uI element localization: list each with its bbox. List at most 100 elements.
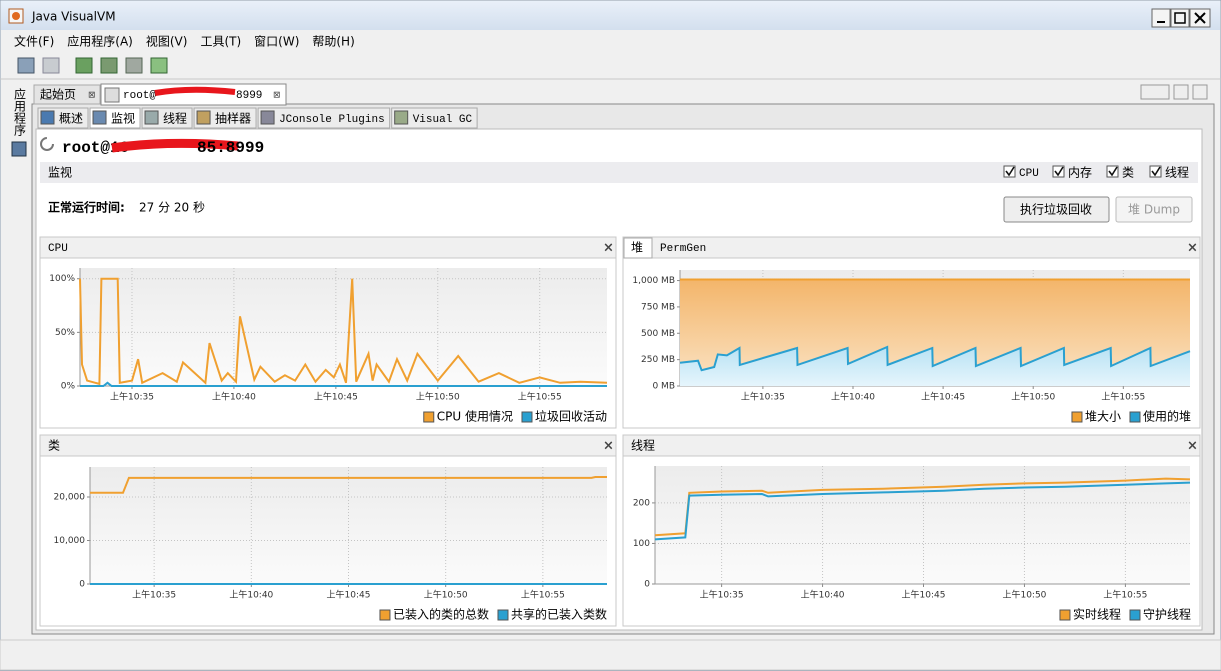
gc-button-label[interactable]: 执行垃圾回收 <box>1020 202 1092 217</box>
subtab-label[interactable]: 监视 <box>111 111 135 126</box>
toolbar-button[interactable] <box>17 57 35 74</box>
heap-dump-button[interactable] <box>1115 196 1193 223</box>
menu-item[interactable]: 帮助(H) <box>312 35 354 49</box>
gc-button[interactable] <box>1003 196 1110 223</box>
panel-close[interactable]: × <box>1187 439 1198 454</box>
legend-label: 堆大小 <box>1085 410 1121 424</box>
checkbox[interactable] <box>1106 165 1119 178</box>
subtab-label[interactable]: 线程 <box>163 111 187 126</box>
tab-label[interactable]: 起始页 <box>40 88 76 102</box>
x-tick-label: 上午10:35 <box>741 391 785 403</box>
subtab-icon <box>144 110 159 125</box>
tab-label[interactable]: 8999 <box>236 90 262 102</box>
x-tick-label: 上午10:40 <box>831 391 875 403</box>
panel-title: 类 <box>48 439 60 453</box>
toolbar-button[interactable] <box>75 57 93 74</box>
series-line <box>654 477 1191 537</box>
tab-restore[interactable] <box>1192 84 1208 100</box>
subtab[interactable]: Visual GC <box>391 107 478 129</box>
checkbox[interactable] <box>1052 165 1065 178</box>
chart-panel: CPU × 上午10:35 上午10:40 上午10:45 上午10:50 上午10:55 0… <box>39 236 617 429</box>
checkbox[interactable] <box>1149 165 1162 178</box>
x-tick-label: 上午10:45 <box>314 391 358 403</box>
legend-swatch <box>1071 411 1083 423</box>
checkbox[interactable] <box>1003 165 1016 178</box>
tab-active[interactable] <box>100 83 287 106</box>
chart-panel: 类 × 上午10:35 上午10:40 上午10:45 上午10:50 上午10:55 0 10… <box>39 434 617 627</box>
menu-item[interactable]: 视图(V) <box>146 34 188 49</box>
toolbar-button[interactable] <box>42 57 60 74</box>
subtab[interactable]: JConsole Plugins <box>257 107 391 129</box>
sidebar-icon[interactable] <box>11 141 27 157</box>
legend-label: 共享的已装入类数 <box>511 607 607 622</box>
subtab-label[interactable]: Visual GC <box>413 114 473 126</box>
panel-close[interactable]: × <box>603 439 614 454</box>
toolbar-button[interactable] <box>100 57 118 74</box>
panel-close[interactable]: × <box>1187 241 1198 256</box>
uptime-label: 正常运行时间: <box>48 200 125 215</box>
monitor-bar <box>40 162 1198 183</box>
panel-tab[interactable]: PermGen <box>660 243 706 255</box>
y-tick-label: 0 MB <box>652 382 675 392</box>
y-tick-label: 50% <box>55 328 75 338</box>
subtab[interactable]: 抽样器 <box>193 107 257 129</box>
subtab[interactable]: 线程 <box>141 107 193 129</box>
toolbar-button[interactable] <box>125 57 143 74</box>
checkbox-label[interactable]: 类 <box>1122 166 1134 180</box>
host-name: 85:8999 <box>197 139 264 157</box>
y-tick-label: 1,000 MB <box>632 276 675 286</box>
panel-header <box>622 434 1201 457</box>
chart-panel: 堆 PermGen × 上午10:35 上午10:40 上午10:45 上午10:50 上午1… <box>622 236 1201 429</box>
panel-title: 线程 <box>631 438 655 453</box>
y-tick-label: 0 <box>644 580 650 590</box>
subtab[interactable]: 概述 <box>37 107 89 129</box>
checkbox-label[interactable]: 内存 <box>1068 166 1092 180</box>
panel-title[interactable]: 堆 <box>631 241 643 255</box>
sidebar-label[interactable]: 应用程序 <box>13 87 27 137</box>
tab-scroll[interactable] <box>1140 84 1170 100</box>
legend-swatch <box>1129 609 1141 621</box>
tab[interactable] <box>33 84 101 105</box>
panel-tab-active[interactable] <box>623 237 653 259</box>
subtab-label[interactable]: JConsole Plugins <box>279 114 385 126</box>
tab-close[interactable]: ⊠ <box>273 91 281 101</box>
legend-swatch <box>1129 411 1141 423</box>
tab-label[interactable]: root@ <box>123 90 156 102</box>
tab-close[interactable]: ⊠ <box>88 91 96 101</box>
y-tick-label: 20,000 <box>54 493 86 503</box>
menu-item[interactable]: 文件(F) <box>14 34 54 49</box>
subtab-box[interactable] <box>391 107 478 129</box>
subtab-label[interactable]: 概述 <box>59 112 83 126</box>
checkbox-label[interactable]: 线程 <box>1165 165 1189 180</box>
x-tick-label: 上午10:45 <box>327 589 371 601</box>
menu-item[interactable]: 窗口(W) <box>254 35 299 49</box>
menu-item[interactable]: 应用程序(A) <box>67 34 133 49</box>
x-tick-label: 上午10:35 <box>132 589 176 601</box>
heap-dump-label[interactable]: 堆 Dump <box>1128 203 1180 217</box>
x-tick-label: 上午10:35 <box>700 589 744 601</box>
subtab-box[interactable] <box>257 107 391 129</box>
area-fill <box>680 347 1190 386</box>
checkbox-label[interactable]: CPU <box>1019 168 1039 180</box>
tab-list[interactable] <box>1173 84 1189 100</box>
y-tick-label: 0% <box>61 382 76 392</box>
y-tick-label: 500 MB <box>641 329 675 339</box>
y-tick-label: 200 <box>633 498 650 508</box>
legend-label: CPU 使用情况 <box>437 409 513 424</box>
panel-header <box>622 236 1201 259</box>
check-mark <box>1005 166 1015 177</box>
subtab[interactable]: 监视 <box>89 107 141 129</box>
panel-close[interactable]: × <box>603 241 614 256</box>
y-tick-label: 100% <box>49 274 75 284</box>
x-tick-label: 上午10:40 <box>229 589 273 601</box>
minimize-button[interactable] <box>1151 8 1171 28</box>
y-tick-label: 10,000 <box>54 536 86 546</box>
y-tick-label: 250 MB <box>641 355 675 365</box>
legend-swatch <box>379 609 391 621</box>
menu-item[interactable]: 工具(T) <box>200 35 241 49</box>
maximize-button[interactable] <box>1170 8 1190 28</box>
toolbar-button[interactable] <box>150 57 168 74</box>
subtab-label[interactable]: 抽样器 <box>215 111 251 126</box>
chart-panel: 线程 × 上午10:35 上午10:40 上午10:45 上午10:50 上午10:55 0 1… <box>622 434 1201 627</box>
